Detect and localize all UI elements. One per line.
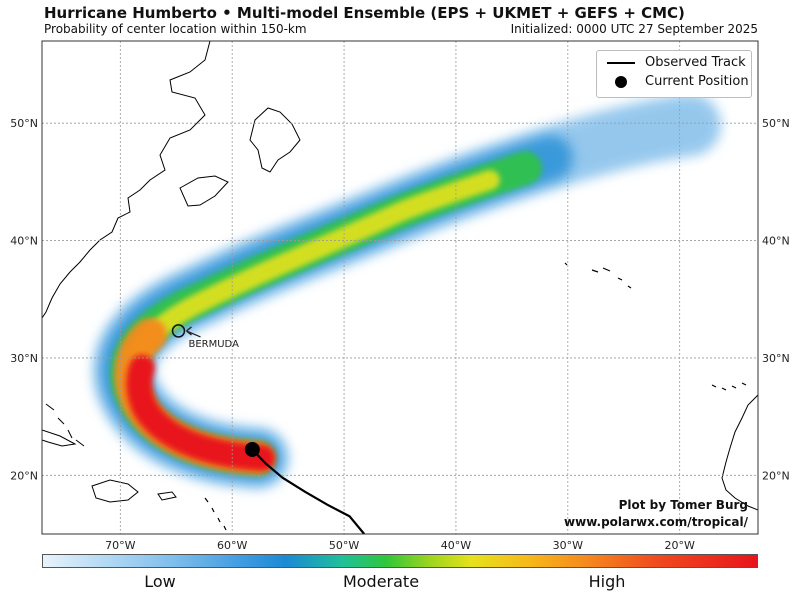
lon-tick-label: 30°W: [553, 539, 583, 552]
lon-tick-label: 60°W: [217, 539, 247, 552]
lat-tick-label-right: 50°N: [762, 117, 790, 130]
bermuda-marker-group: BERMUDA: [171, 324, 239, 350]
lon-tick-label: 70°W: [105, 539, 135, 552]
land-layer: [42, 41, 758, 531]
legend-current-position-label: Current Position: [645, 74, 749, 89]
lon-tick-label: 40°W: [441, 539, 471, 552]
position-dot-icon: [615, 75, 627, 88]
lat-tick-label-left: 40°N: [10, 235, 38, 248]
axis-labels: 70°W 60°W 50°W 40°W 30°W 20°W 50°N 50°N 40°N 40°N…: [10, 117, 789, 552]
bermuda-label: BERMUDA: [188, 339, 239, 350]
current-position-marker: [244, 441, 260, 457]
lat-tick-label-right: 20°N: [762, 469, 790, 482]
bermuda-arrow-icon: [186, 326, 201, 338]
initialized-time: Initialized: 0000 UTC 27 September 2025: [510, 22, 758, 36]
credit-author: Plot by Tomer Burg: [618, 498, 748, 512]
legend-current-position: Current Position: [607, 74, 749, 89]
azores: [564, 262, 632, 289]
bahamas: [45, 403, 85, 447]
legend-observed-track: Observed Track: [607, 55, 746, 70]
lon-tick-label: 50°W: [329, 539, 359, 552]
cuba: [42, 429, 77, 447]
colorbar-moderate-label: Moderate: [342, 572, 420, 591]
lat-tick-label-right: 40°N: [762, 235, 790, 248]
map-title: Hurricane Humberto • Multi-model Ensembl…: [44, 4, 685, 22]
legend-observed-track-label: Observed Track: [645, 55, 746, 70]
map-legend: Observed Track Current Position: [596, 50, 752, 98]
colorbar-low-label: Low: [144, 572, 176, 591]
bermuda-marker: [171, 324, 186, 338]
lat-tick-label-right: 30°N: [762, 352, 790, 365]
probability-swath: [92, 94, 721, 489]
lon-tick-label: 20°W: [665, 539, 695, 552]
probability-colorbar: [42, 554, 758, 568]
lat-tick-label-left: 30°N: [10, 352, 38, 365]
lat-tick-label-left: 20°N: [10, 469, 38, 482]
swath-red: [126, 355, 275, 471]
lesser-antilles: [204, 497, 227, 531]
colorbar-high-label: High: [588, 572, 626, 591]
nova-scotia: [179, 175, 229, 207]
map-subtitle: Probability of center location within 15…: [44, 22, 307, 36]
newfoundland: [249, 107, 301, 173]
graticule: [42, 41, 758, 534]
track-layer: [244, 441, 366, 534]
credit-url: www.polarwx.com/tropical/: [564, 515, 748, 529]
canary-islands: [711, 382, 747, 391]
lat-tick-label-left: 50°N: [10, 117, 38, 130]
observed-track-line: [251, 448, 366, 534]
puerto-rico: [157, 491, 177, 501]
track-line-icon: [607, 61, 635, 64]
map-frame: [41, 40, 759, 535]
hispaniola: [91, 479, 139, 503]
africa-coast: [721, 394, 758, 511]
north-america-coast: [42, 41, 211, 319]
